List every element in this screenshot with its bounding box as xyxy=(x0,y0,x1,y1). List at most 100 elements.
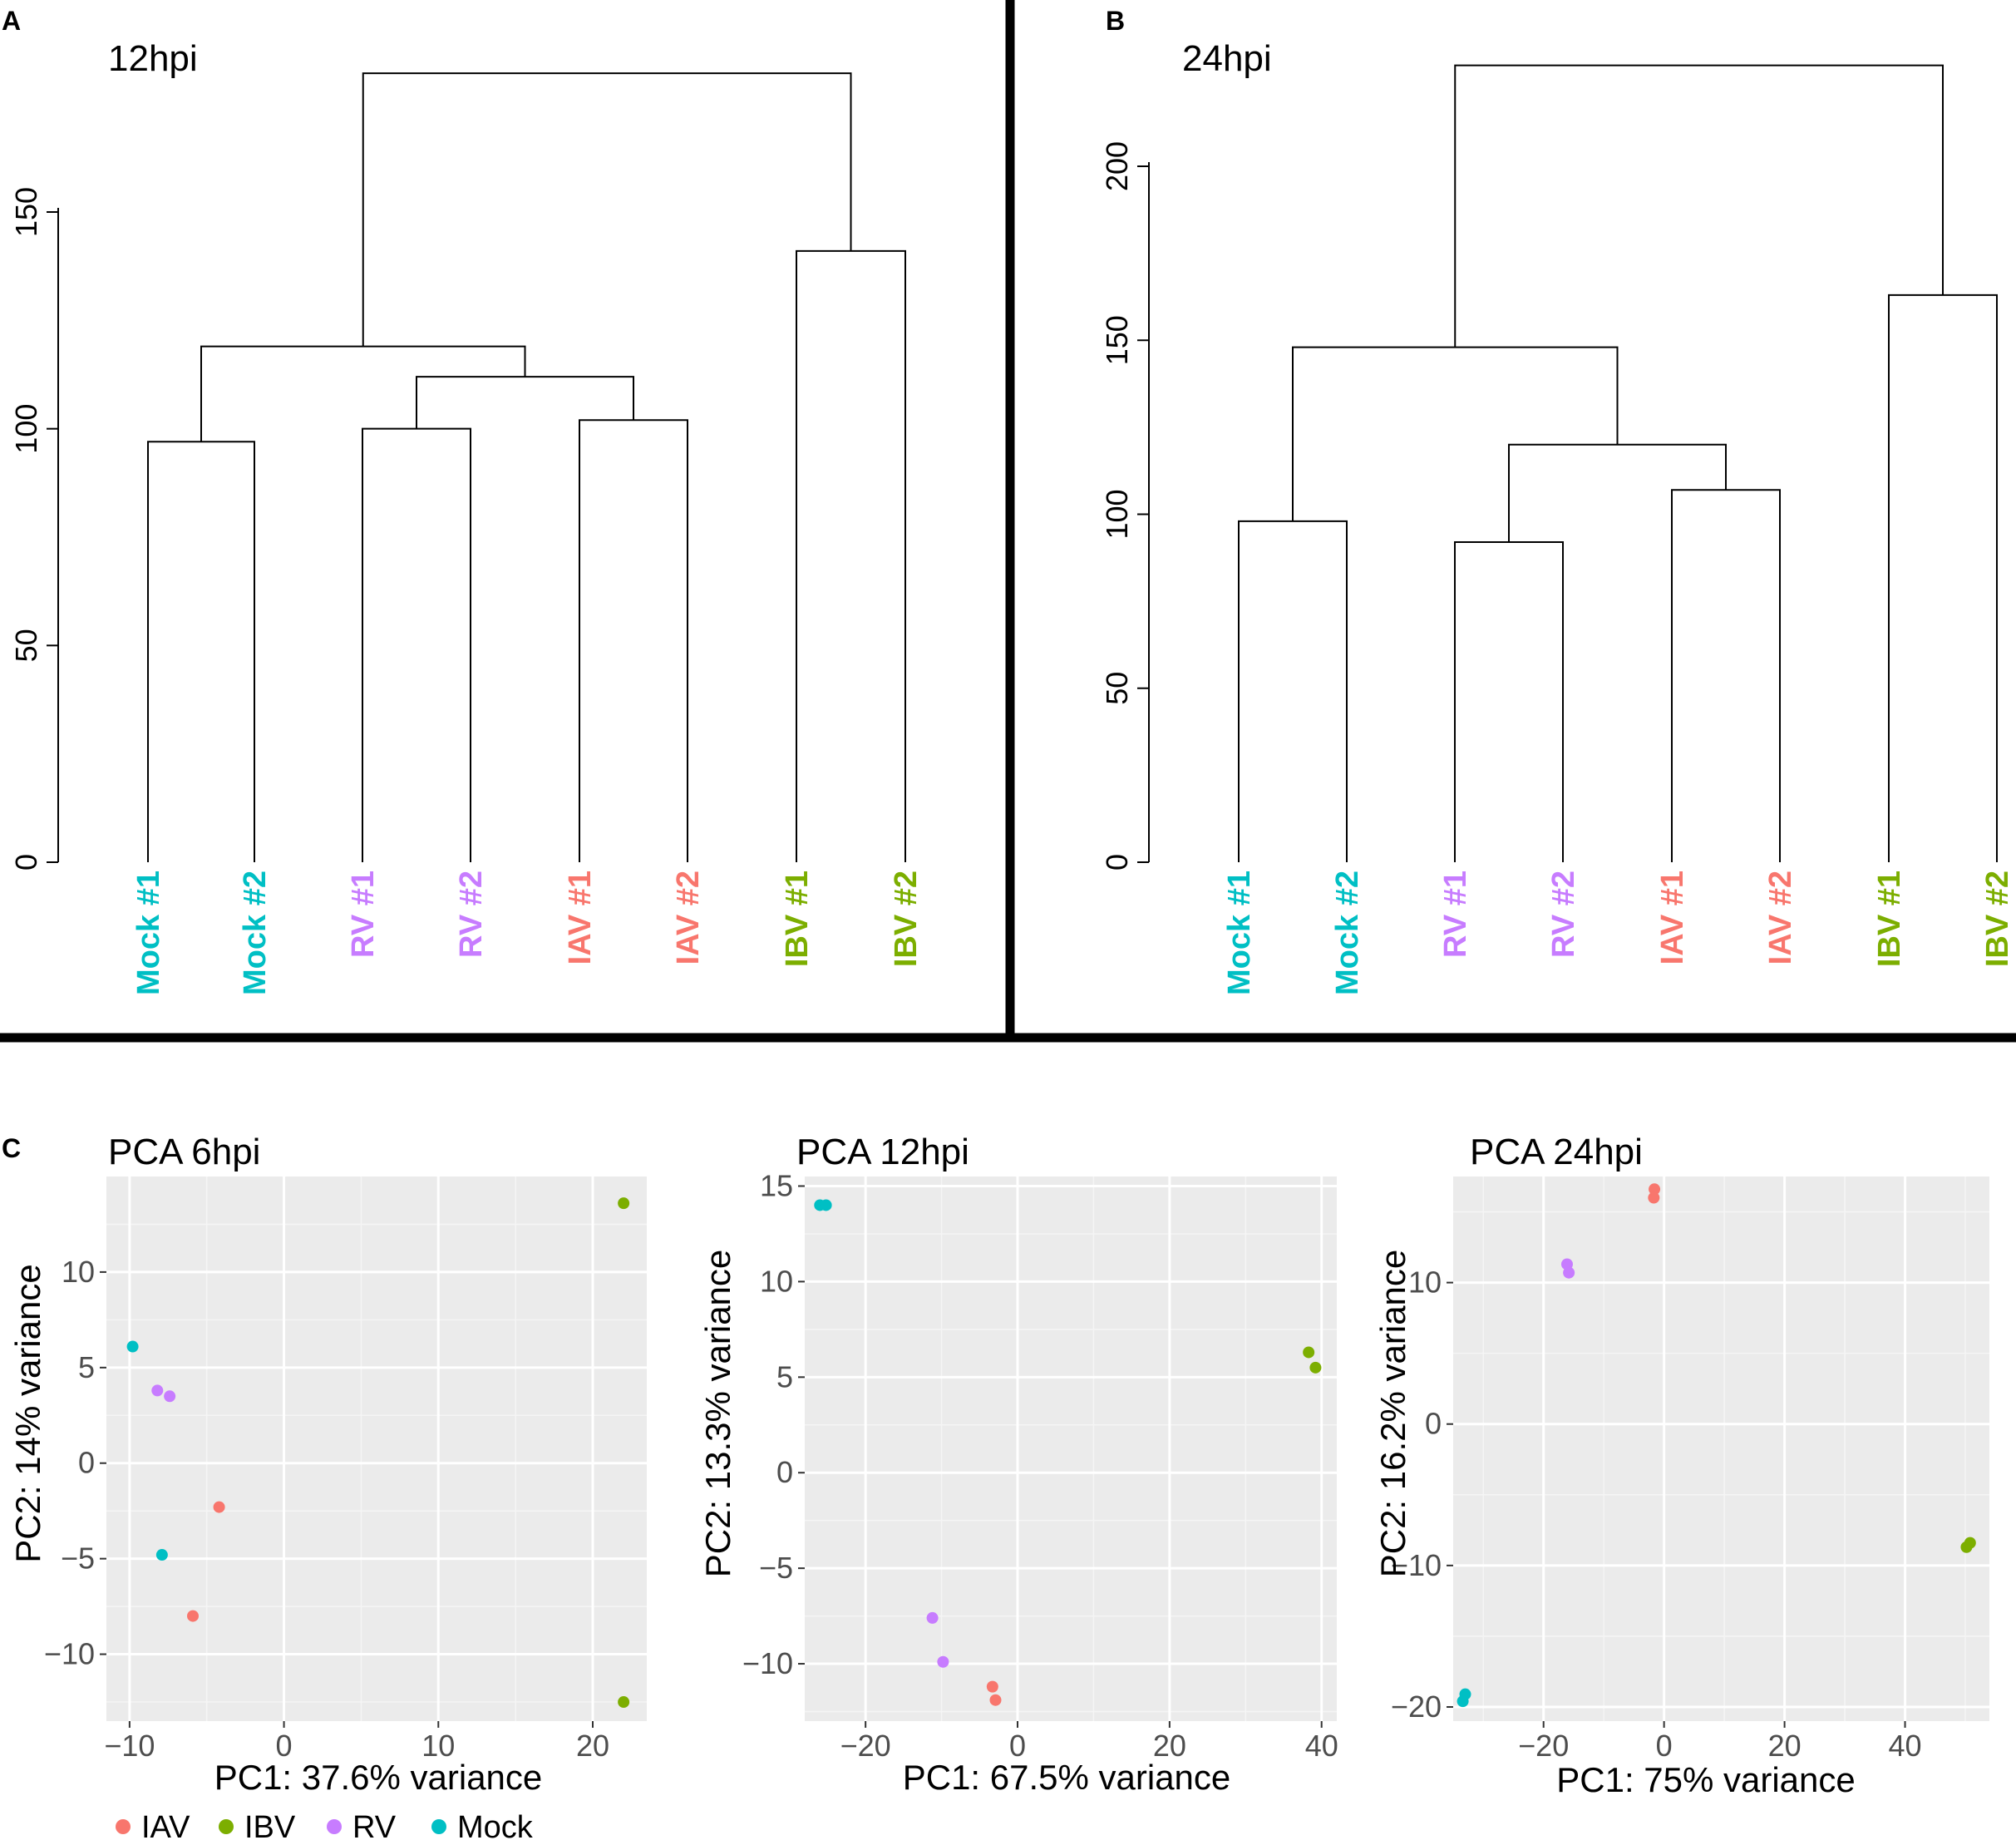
leaf-labels: Mock #1 Mock #2 RV #1 RV #2 IAV #1 IAV #2 IBV … xyxy=(1222,871,2015,995)
data-point-ibv xyxy=(618,1696,630,1709)
dendrogram-link xyxy=(796,249,906,862)
leaf-label: IAV #2 xyxy=(671,871,706,964)
pca-title: PCA 6hpi xyxy=(108,1132,260,1172)
dendrogram-link xyxy=(1888,294,1998,862)
y-tick-label: 15 xyxy=(760,1168,793,1202)
data-point-iav xyxy=(1649,1183,1661,1196)
legend-label-rv: RV xyxy=(352,1810,397,1840)
dendrogram-title: 24hpi xyxy=(1182,38,1272,79)
dendrogram-24hpi: 24hpi 0 50 100 150 200 Mock #1 Mock #2 RV #1 RV… xyxy=(1100,38,2015,995)
dendrogram-title: 12hpi xyxy=(108,38,198,79)
leaf-label: Mock #1 xyxy=(131,871,166,995)
panel-letter-a: A xyxy=(2,6,21,36)
y-tick-label: 0 xyxy=(1425,1407,1442,1441)
data-point-rv xyxy=(1563,1266,1575,1279)
x-axis-title: PC1: 75% variance xyxy=(1556,1760,1856,1799)
x-tick-label: 10 xyxy=(421,1729,455,1763)
plot-background xyxy=(106,1177,647,1721)
dendrogram-link xyxy=(1238,520,1348,862)
x-axis-title: PC1: 67.5% variance xyxy=(903,1758,1231,1797)
y-tick-label: 10 xyxy=(62,1255,95,1289)
x-axis-title: PC1: 37.6% variance xyxy=(214,1758,543,1797)
x-tick-label: −10 xyxy=(104,1729,155,1763)
y-tick-label: 5 xyxy=(78,1350,95,1384)
x-tick-label: 40 xyxy=(1305,1729,1338,1763)
data-point-rv xyxy=(937,1655,949,1668)
x-tick-label: 20 xyxy=(1153,1729,1186,1763)
leaf-label: Mock #2 xyxy=(238,871,273,995)
dendrogram-link xyxy=(362,72,852,347)
x-tick-label: 20 xyxy=(576,1729,609,1763)
y-tick-label: −10 xyxy=(1391,1548,1442,1582)
y-tick-label: 50 xyxy=(9,629,43,662)
leaf-label: Mock #2 xyxy=(1330,871,1365,995)
y-tick-label: 150 xyxy=(1100,315,1134,365)
legend-label-mock: Mock xyxy=(457,1810,534,1840)
dendrogram-link xyxy=(416,376,634,429)
legend: IAV IBV RV Mock xyxy=(116,1810,534,1840)
y-axis: 0 50 100 150 xyxy=(9,187,59,871)
legend-swatch-ibv xyxy=(219,1819,234,1834)
pca-plot-12hpi: PCA 12hpi −20 0 20 40 −10 −5 0 5 10 15 PC1: 67.5%… xyxy=(698,1132,1338,1797)
y-axis-title: PC2: 14% variance xyxy=(8,1264,47,1563)
data-point-iav xyxy=(989,1694,1002,1706)
leaf-label: IAV #1 xyxy=(563,871,598,964)
y-tick-label: 10 xyxy=(760,1264,793,1298)
plot-background xyxy=(805,1177,1337,1721)
leaf-label: IBV #1 xyxy=(780,871,815,967)
dendrogram-link xyxy=(200,345,526,442)
x-tick-label: 40 xyxy=(1889,1729,1922,1763)
dendrogram-link xyxy=(1671,489,1781,862)
y-tick-label: 150 xyxy=(9,187,43,237)
y-tick-label: −10 xyxy=(742,1646,793,1680)
dendrogram-link xyxy=(579,419,688,862)
dendrogram-12hpi: 12hpi 0 50 100 150 Mock #1 Mock #2 RV #1 RV #2… xyxy=(9,38,924,995)
dendrogram-links xyxy=(1238,64,1998,862)
leaf-label: IBV #2 xyxy=(889,871,924,967)
leaf-label: IAV #2 xyxy=(1763,871,1798,964)
data-point-iav xyxy=(187,1610,199,1622)
leaf-label: IBV #1 xyxy=(1872,871,1907,967)
dendrogram-link xyxy=(147,441,255,862)
legend-swatch-rv xyxy=(327,1819,342,1834)
leaf-label: IBV #2 xyxy=(1980,871,2015,967)
y-tick-label: 0 xyxy=(1100,854,1134,871)
dendrogram-link xyxy=(1454,540,1564,862)
data-point-ibv xyxy=(1303,1346,1315,1359)
dendrogram-links xyxy=(147,72,906,862)
y-tick-label: −5 xyxy=(759,1551,793,1585)
dendrogram-link xyxy=(1292,346,1619,521)
x-tick-label: 0 xyxy=(276,1729,293,1763)
leaf-label: Mock #1 xyxy=(1222,871,1257,995)
leaf-label: RV #1 xyxy=(1438,871,1473,958)
data-point-mock xyxy=(1457,1695,1469,1708)
y-axis: 0 50 100 150 200 xyxy=(1100,141,1150,871)
data-point-ibv xyxy=(1964,1537,1976,1549)
y-tick-label: 5 xyxy=(776,1359,793,1394)
data-point-ibv xyxy=(618,1197,630,1210)
data-point-iav xyxy=(1648,1191,1660,1204)
data-point-ibv xyxy=(1309,1361,1322,1374)
y-tick-label: 10 xyxy=(1408,1265,1442,1300)
y-axis-title: PC2: 16.2% variance xyxy=(1373,1250,1412,1578)
panel-letter-c: C xyxy=(2,1133,21,1163)
pca-plot-area: −20 0 20 40 −10 −5 0 5 10 15 xyxy=(742,1168,1338,1763)
x-tick-label: 0 xyxy=(1009,1729,1026,1763)
leaf-labels: Mock #1 Mock #2 RV #1 RV #2 IAV #1 IAV #2 IBV … xyxy=(131,871,924,995)
leaf-label: RV #1 xyxy=(346,871,381,958)
y-tick-label: −20 xyxy=(1391,1690,1442,1724)
pca-plot-area: −10 0 10 20 −10 −5 0 5 10 xyxy=(44,1177,647,1763)
dendrogram-link xyxy=(362,427,471,862)
y-tick-label: −5 xyxy=(61,1542,95,1576)
pca-plot-24hpi: PCA 24hpi −20 0 20 40 −20 −10 0 10 PC1: 75% var… xyxy=(1373,1132,1989,1799)
leaf-label: RV #2 xyxy=(454,871,489,958)
data-point-rv xyxy=(151,1384,164,1397)
x-tick-label: 0 xyxy=(1656,1729,1673,1763)
y-tick-label: 100 xyxy=(9,404,43,454)
legend-swatch-mock xyxy=(431,1819,446,1834)
leaf-label: IAV #1 xyxy=(1655,871,1690,964)
legend-label-iav: IAV xyxy=(141,1810,190,1840)
dendrogram-link xyxy=(1454,64,1944,348)
panel-letter-b: B xyxy=(1106,6,1125,36)
